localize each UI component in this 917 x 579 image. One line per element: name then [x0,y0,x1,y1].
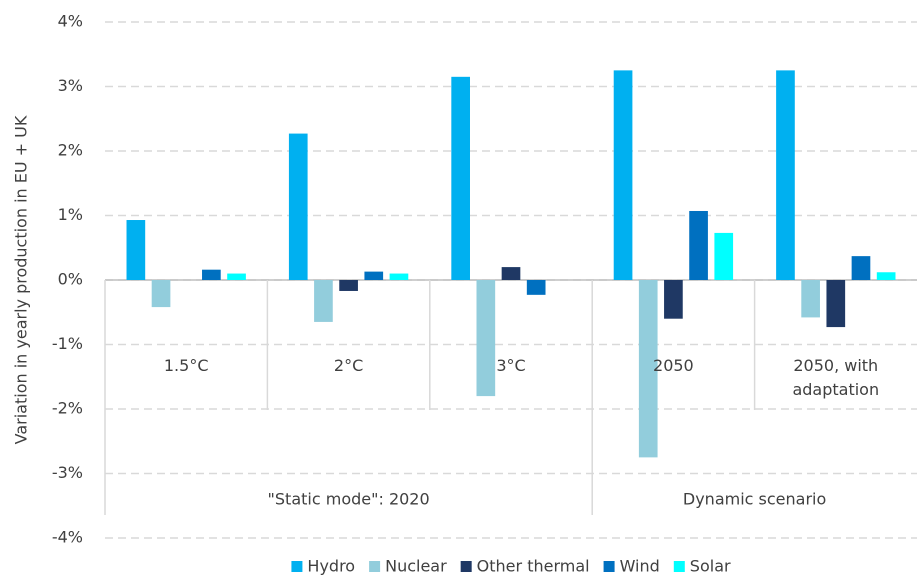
x-tick-label: 1.5°C [163,356,209,375]
y-tick-label: 2% [58,141,83,160]
y-tick-label: 4% [58,12,83,31]
bar [288,133,308,280]
group-label: "Static mode": 2020 [268,490,430,509]
x-tick-label: 2050, with adaptation [792,356,880,399]
x-tick-label: 2050 [653,356,694,375]
bar [314,280,333,322]
x-tick-label-box: 2050, with adaptation [792,356,880,399]
y-tick-label: 3% [58,76,83,95]
bar [126,220,146,280]
bar [151,280,171,308]
legend-swatch [460,561,472,572]
legend-label: Hydro [307,557,355,576]
bar [613,70,633,280]
legend: Hydro Nuclear Other thermal Wind Solar [291,557,731,576]
y-tick-label: -4% [52,528,83,547]
bar [664,280,683,319]
bar [776,70,795,280]
legend-swatch [291,561,303,572]
legend-swatch [603,561,615,572]
bar [526,280,546,295]
y-tick-label: -2% [52,399,83,418]
x-tick-label: 2°C [333,356,364,375]
bar [227,273,246,280]
x-tick-label-box: 3°C [496,356,526,375]
bar [202,269,221,280]
bar [339,280,358,291]
bar [689,210,708,280]
bar [451,76,470,280]
y-tick-label: 1% [58,205,83,224]
bar [638,280,658,458]
legend-label: Solar [690,557,731,576]
bar [476,280,496,397]
bar [876,272,896,280]
legend-label: Other thermal [477,557,590,576]
bar [801,280,820,318]
x-tick-label-box: 1.5°C [163,356,209,375]
y-axis-label: Variation in yearly production in EU + U… [12,115,31,444]
legend-label: Wind [620,557,660,576]
group-label: Dynamic scenario [683,490,826,509]
x-tick-label-box: 2050 [653,356,694,375]
y-tick-label: -1% [52,334,83,353]
bar [501,267,521,280]
bar [364,271,384,280]
bar [714,232,734,280]
bar [851,256,871,280]
bar [826,280,846,328]
y-tick-label: -3% [52,463,83,482]
x-tick-label-box: 2°C [333,356,364,375]
legend-swatch [369,561,381,572]
x-tick-label: 3°C [496,356,526,375]
legend-swatch [673,561,685,572]
bar [389,273,409,280]
legend-label: Nuclear [385,557,447,576]
y-tick-label: 0% [58,270,83,289]
